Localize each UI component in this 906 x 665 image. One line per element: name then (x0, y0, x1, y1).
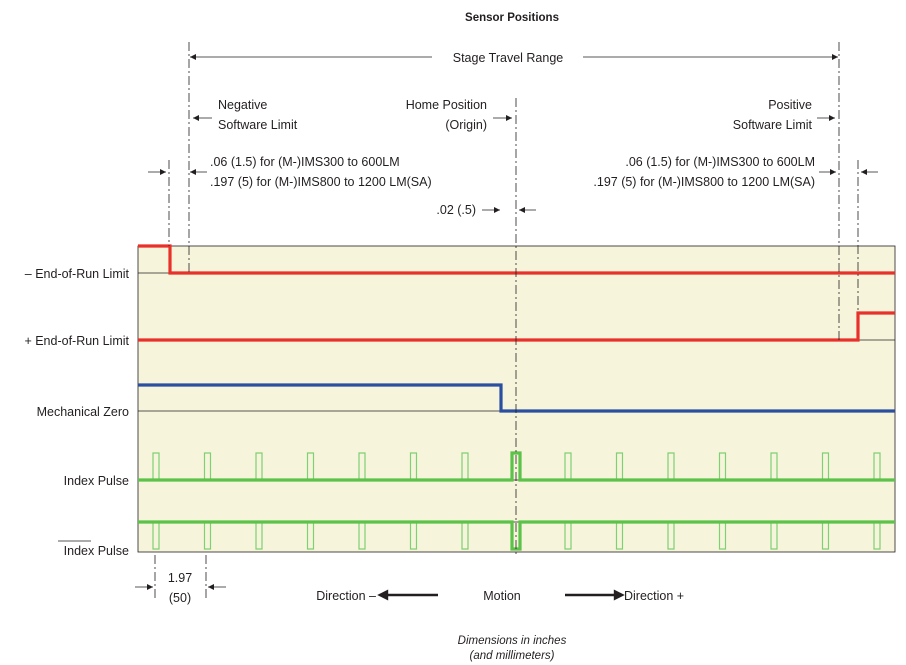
index-pulse-inverted-mark (873, 522, 881, 550)
index-pulse-inverted-mark (770, 522, 778, 550)
index-pulse-mark (821, 452, 830, 480)
index-pulse-mark (358, 452, 366, 480)
negative-limit-label-line1: Negative (218, 98, 267, 112)
home-position-label-line1: Home Position (406, 98, 487, 112)
index-pulse-mark (461, 452, 469, 480)
index-pulse-inverted-mark (255, 522, 263, 550)
signal-panel (137, 245, 896, 553)
index-pulse-mark (873, 452, 881, 480)
pulse-spacing-metric: (50) (169, 591, 191, 605)
index-pulse-mark (770, 452, 778, 480)
index-pulse-mark (564, 452, 572, 480)
index-pulse-inverted-mark (358, 522, 366, 550)
left-offset-note-line2: .197 (5) for (M-)IMS800 to 1200 LM(SA) (210, 175, 432, 189)
signal-label-mechanical-zero: Mechanical Zero (37, 405, 129, 419)
right-offset-note-line1: .06 (1.5) for (M-)IMS300 to 600LM (625, 155, 815, 169)
left-offset-note-line1: .06 (1.5) for (M-)IMS300 to 600LM (210, 155, 400, 169)
pulse-spacing-value: 1.97 (168, 571, 192, 585)
neg-end-of-run-signal (138, 244, 895, 275)
units-note-line2: (and millimeters) (470, 650, 555, 662)
diagram-title: Sensor Positions (465, 12, 559, 24)
index-pulse-inverted-mark (667, 522, 675, 550)
index-pulse-inverted-mark (615, 522, 624, 550)
signal-label-pos-end-of-run: + End-of-Run Limit (24, 334, 129, 348)
index-pulse-mark (409, 452, 418, 480)
index-pulse-inverted-mark (203, 522, 212, 550)
stage-travel-range-label: Stage Travel Range (453, 51, 564, 65)
index-pulse-mark (306, 452, 315, 480)
mechanical-zero-signal (138, 383, 895, 413)
index-pulse-inverted-mark (564, 522, 572, 550)
reference-lines (154, 42, 859, 600)
right-offset-note-line2: .197 (5) for (M-)IMS800 to 1200 LM(SA) (593, 175, 815, 189)
index-pulse-train (152, 452, 881, 550)
index-pulse-inverted-mark (409, 522, 418, 550)
index-pulse-mark (667, 452, 675, 480)
home-position-label-line2: (Origin) (445, 118, 487, 132)
direction-positive-label: Direction + (624, 589, 684, 603)
motion-label: Motion (483, 589, 521, 603)
positive-limit-label-line1: Positive (768, 98, 812, 112)
signal-label-neg-end-of-run: – End-of-Run Limit (25, 267, 130, 281)
pos-end-of-run-signal (138, 311, 895, 342)
index-pulse-inverted-mark (461, 522, 469, 550)
direction-negative-label: Direction – (316, 589, 376, 603)
units-note-line1: Dimensions in inches (458, 635, 567, 647)
signal-label-index-pulse-inverted: Index Pulse (64, 544, 129, 558)
negative-limit-label-line2: Software Limit (218, 118, 298, 132)
index-pulse-inverted-mark (821, 522, 830, 550)
index-pulse-inverted-mark (306, 522, 315, 550)
index-pulse-mark (203, 452, 212, 480)
index-pulse-mark (152, 452, 160, 480)
index-pulse-mark (615, 452, 624, 480)
signal-label-index-pulse: Index Pulse (64, 474, 129, 488)
positive-limit-label-line2: Software Limit (733, 118, 813, 132)
stage-travel-range-dimension: Stage Travel Range (190, 51, 838, 65)
index-pulse-signal (138, 451, 895, 482)
home-offset-note: .02 (.5) (436, 203, 476, 217)
index-pulse-mark (718, 452, 727, 480)
index-pulse-inverted-mark (718, 522, 727, 550)
index-pulse-mark (255, 452, 263, 480)
index-pulse-inverted-mark (152, 522, 160, 550)
